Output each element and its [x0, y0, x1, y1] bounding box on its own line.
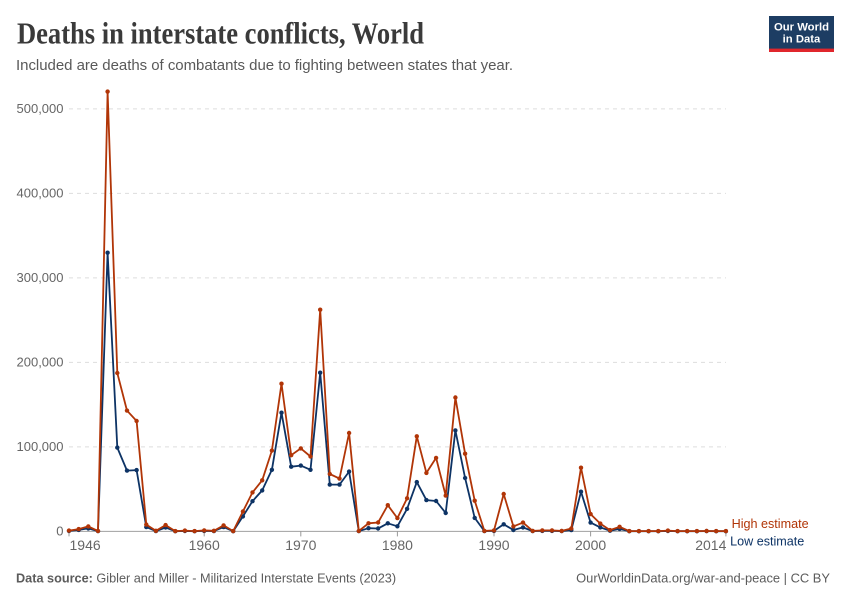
svg-text:1946: 1946 — [70, 537, 101, 553]
svg-text:Low estimate: Low estimate — [730, 535, 804, 549]
svg-text:High estimate: High estimate — [732, 517, 809, 531]
svg-text:1990: 1990 — [478, 537, 509, 553]
svg-text:Included are deaths of combata: Included are deaths of combatants due to… — [16, 57, 513, 74]
svg-text:Deaths in interstate conflicts: Deaths in interstate conflicts, World — [17, 15, 424, 50]
svg-text:Data source: Gibler and Miller: Data source: Gibler and Miller - Militar… — [16, 571, 396, 585]
svg-text:2000: 2000 — [575, 537, 606, 553]
svg-text:500,000: 500,000 — [17, 101, 64, 116]
svg-text:1970: 1970 — [285, 537, 316, 553]
svg-text:0: 0 — [56, 523, 63, 538]
svg-text:200,000: 200,000 — [17, 354, 64, 369]
svg-text:100,000: 100,000 — [17, 439, 64, 454]
svg-text:1960: 1960 — [189, 537, 220, 553]
svg-text:2014: 2014 — [695, 537, 726, 553]
svg-text:300,000: 300,000 — [17, 270, 64, 285]
svg-text:1980: 1980 — [382, 537, 413, 553]
svg-text:Our World: Our World — [774, 21, 829, 33]
svg-text:400,000: 400,000 — [17, 185, 64, 200]
svg-text:in Data: in Data — [783, 34, 821, 46]
svg-text:OurWorldinData.org/war-and-pea: OurWorldinData.org/war-and-peace | CC BY — [576, 570, 830, 585]
